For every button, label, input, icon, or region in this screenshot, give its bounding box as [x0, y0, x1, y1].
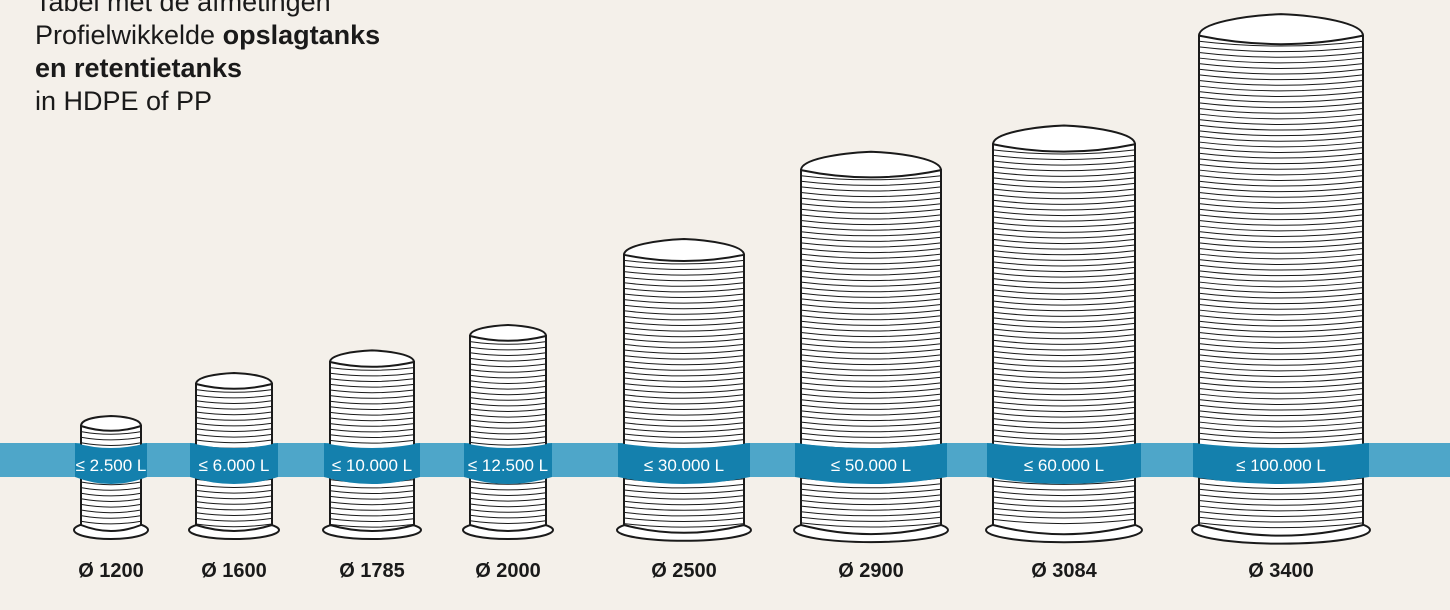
tank-2: ≤ 6.000 L Ø 1600	[188, 371, 280, 582]
capacity-tag	[795, 443, 947, 484]
diameter-label: Ø 2900	[838, 560, 904, 582]
title-line-1: Tabel met de afmetingen	[35, 0, 331, 17]
capacity-label: ≤ 2.500 L	[76, 456, 147, 475]
tank-8: ≤ 100.000 L Ø 3400	[1191, 13, 1371, 582]
tank-7: ≤ 60.000 L Ø 3084	[985, 124, 1143, 582]
tank-body	[800, 169, 942, 536]
title-line-2-plain: Profielwikkelde	[35, 20, 223, 50]
capacity-label: ≤ 60.000 L	[1024, 456, 1104, 475]
title-line-2: Profielwikkelde opslagtanks	[35, 19, 380, 52]
tank-dome	[194, 371, 274, 390]
tank-dome	[468, 323, 548, 342]
capacity-label: ≤ 50.000 L	[831, 456, 911, 475]
capacity-tag	[618, 443, 750, 484]
capacity-tag	[324, 443, 420, 484]
diameter-label: Ø 1200	[78, 560, 144, 582]
capacity-tag	[190, 443, 278, 484]
capacity-tag	[987, 443, 1141, 484]
tank-dome	[991, 124, 1137, 153]
capacity-label: ≤ 10.000 L	[332, 456, 412, 475]
capacity-tag	[1193, 443, 1369, 484]
tank-body	[623, 253, 745, 534]
capacity-label: ≤ 100.000 L	[1236, 456, 1326, 475]
tank-dome	[79, 415, 143, 432]
tank-body	[1198, 34, 1364, 537]
tank-dome	[1197, 13, 1365, 46]
tank-4: ≤ 12.500 L Ø 2000	[462, 323, 554, 582]
capacity-tag	[464, 443, 552, 484]
page-title: Tabel met de afmetingen Profielwikkelde …	[35, 0, 380, 118]
diameter-label: Ø 1785	[339, 560, 405, 582]
title-line-4: in HDPE of PP	[35, 86, 213, 116]
tank-1: ≤ 2.500 L Ø 1200	[73, 415, 149, 582]
diameter-label: Ø 3084	[1031, 560, 1097, 582]
tank-dome	[622, 238, 746, 263]
title-line-3: en retentietanks	[35, 52, 380, 85]
title-line-3-bold: en retentietanks	[35, 53, 243, 83]
tank-5: ≤ 30.000 L Ø 2500	[616, 238, 752, 582]
capacity-label: ≤ 6.000 L	[199, 456, 270, 475]
diameter-label: Ø 3400	[1248, 560, 1314, 582]
diameter-label: Ø 2500	[651, 560, 717, 582]
diameter-label: Ø 1600	[201, 560, 267, 582]
capacity-label: ≤ 30.000 L	[644, 456, 724, 475]
tank-3: ≤ 10.000 L Ø 1785	[322, 349, 422, 582]
tank-dome	[799, 150, 943, 179]
diameter-label: Ø 2000	[475, 560, 541, 582]
title-line-2-bold: opslagtanks	[222, 20, 381, 50]
tank-dome	[328, 349, 416, 368]
capacity-tag	[75, 443, 147, 484]
tank-body	[329, 361, 415, 532]
tank-6: ≤ 50.000 L Ø 2900	[793, 150, 949, 582]
capacity-label: ≤ 12.500 L	[468, 456, 548, 475]
tank-windings	[800, 175, 942, 528]
